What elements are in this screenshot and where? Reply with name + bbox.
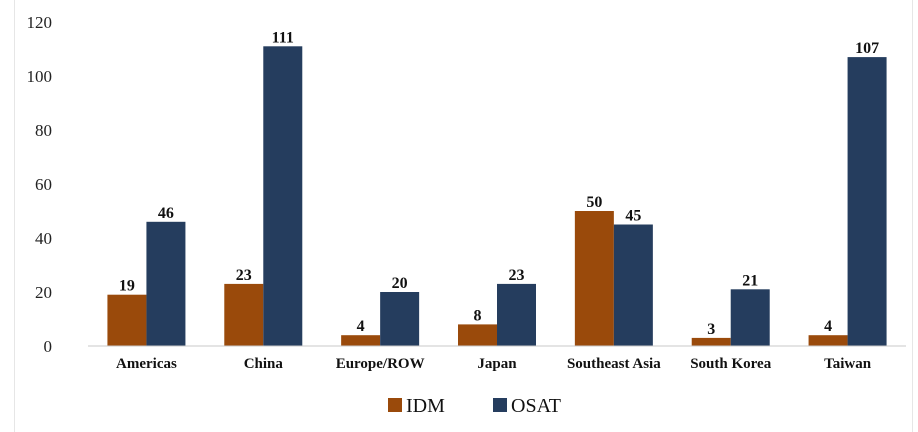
bar-idm-japan	[458, 324, 497, 346]
bar-idm-south-korea	[691, 337, 731, 346]
data-labels: 19 46 23 111 4 20 8 23 50 45 3 21 4 107	[119, 29, 879, 338]
bar-osat-japan	[497, 283, 536, 346]
data-label: 23	[236, 267, 252, 284]
data-label: 23	[509, 267, 525, 284]
legend-swatch-idm	[388, 398, 402, 412]
data-label: 21	[742, 272, 758, 289]
y-tick-label: 80	[35, 121, 52, 140]
y-tick-label: 100	[27, 67, 53, 86]
y-axis-ticks: 0 20 40 60 80 100 120	[27, 13, 53, 356]
legend-swatch-osat	[493, 398, 507, 412]
bar-idm-americas	[107, 294, 147, 346]
data-label: 20	[392, 275, 408, 292]
bar-idm-southeast-asia	[574, 211, 614, 346]
data-label: 111	[272, 29, 294, 46]
legend-label-osat: OSAT	[511, 395, 561, 417]
chart-frame-left	[14, 0, 15, 432]
x-axis-ticks: Americas China Europe/ROW Japan Southeast As…	[116, 356, 872, 372]
x-tick-label: Southeast Asia	[567, 356, 661, 372]
data-label: 19	[119, 278, 135, 295]
data-label: 4	[824, 318, 832, 335]
bar-idm-taiwan	[808, 335, 848, 346]
legend: IDM OSAT	[388, 395, 561, 417]
data-label: 46	[158, 205, 174, 222]
y-tick-label: 60	[35, 175, 52, 194]
bar-osat-taiwan	[847, 57, 887, 346]
bar-osat-china	[263, 46, 303, 347]
y-tick-label: 40	[35, 229, 52, 248]
data-label: 107	[855, 40, 879, 57]
data-label: 50	[586, 194, 602, 211]
x-tick-label: South Korea	[690, 356, 771, 372]
y-tick-label: 120	[27, 13, 53, 32]
bar-idm-europe-row	[341, 335, 381, 346]
data-label: 4	[357, 318, 365, 335]
bar-osat-americas	[146, 221, 186, 346]
x-tick-label: Taiwan	[824, 356, 872, 372]
legend-label-idm: IDM	[406, 395, 445, 417]
data-label: 8	[474, 307, 482, 324]
data-label: 45	[625, 208, 641, 225]
x-tick-label: China	[244, 356, 284, 372]
chart-frame-right	[912, 0, 913, 432]
bar-osat-europe-row	[380, 292, 420, 346]
bar-series	[107, 46, 887, 347]
x-tick-label: Japan	[477, 356, 517, 372]
x-tick-label: Americas	[116, 356, 177, 372]
data-label: 3	[707, 321, 715, 338]
y-tick-label: 0	[44, 337, 53, 356]
bar-osat-south-korea	[730, 289, 770, 346]
bar-idm-china	[224, 283, 264, 346]
y-tick-label: 20	[35, 283, 52, 302]
bar-osat-southeast-asia	[613, 224, 653, 346]
x-tick-label: Europe/ROW	[336, 356, 425, 372]
